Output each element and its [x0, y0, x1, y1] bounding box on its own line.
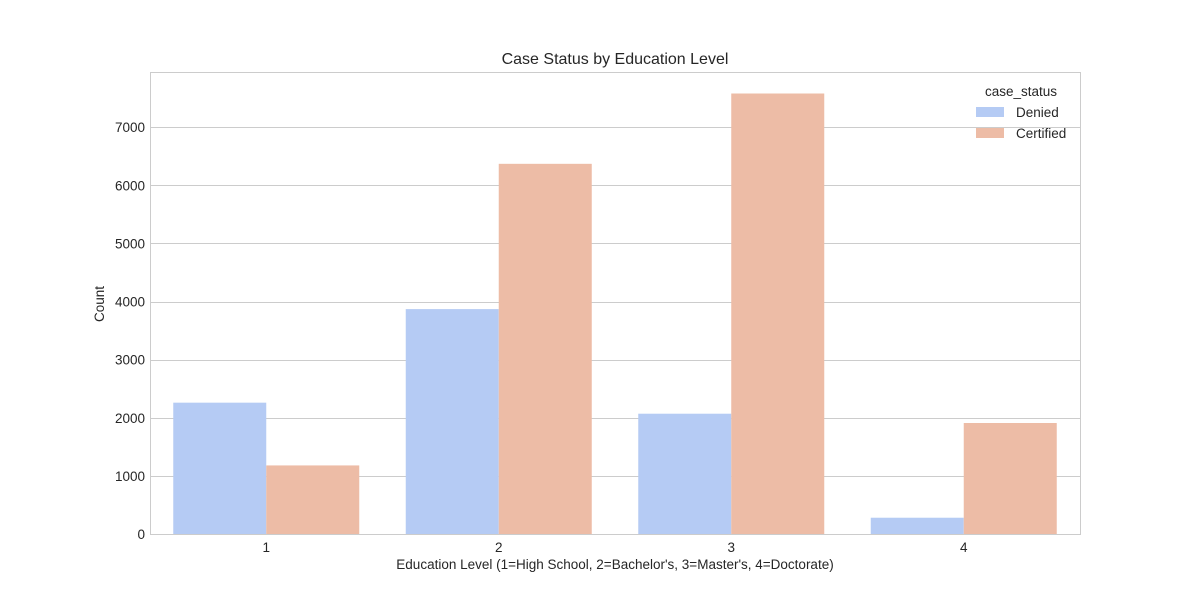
bars	[173, 93, 1057, 535]
legend-label-denied: Denied	[1016, 105, 1059, 120]
x-tick-label: 4	[960, 540, 968, 555]
bar-denied-3	[638, 413, 732, 534]
legend-swatch-certified	[976, 128, 1004, 138]
chart-title: Case Status by Education Level	[502, 51, 729, 68]
legend-label-certified: Certified	[1016, 126, 1066, 141]
legend-swatch-denied	[976, 107, 1004, 117]
y-tick-label: 3000	[115, 353, 145, 368]
legend: case_status Denied Certified	[976, 84, 1066, 141]
bar-denied-2	[405, 309, 499, 534]
x-tick-label: 3	[727, 540, 735, 555]
bar-denied-4	[870, 517, 964, 534]
x-axis-label: Education Level (1=High School, 2=Bachel…	[396, 557, 833, 572]
x-tick-label: 2	[495, 540, 503, 555]
bar-certified-1	[266, 465, 360, 534]
y-axis-label: Count	[92, 286, 107, 322]
y-tick-label: 2000	[115, 411, 145, 426]
y-tick-label: 6000	[115, 178, 145, 193]
y-tick-label: 4000	[115, 295, 145, 310]
plot-frame	[150, 72, 1081, 535]
bar-certified-3	[731, 93, 825, 534]
y-tick-label: 0	[137, 527, 145, 542]
y-tick-label: 5000	[115, 236, 145, 251]
y-tick-label: 1000	[115, 469, 145, 484]
bar-denied-1	[173, 402, 267, 534]
y-tick-label: 7000	[115, 120, 145, 135]
legend-title: case_status	[985, 84, 1057, 99]
y-axis-ticks: 0 1000 2000 3000 4000 5000 6000 7000	[115, 120, 145, 542]
bar-certified-2	[498, 163, 592, 535]
x-axis-ticks: 1 2 3 4	[262, 540, 968, 555]
x-tick-label: 1	[262, 540, 270, 555]
bar-certified-4	[963, 423, 1057, 534]
